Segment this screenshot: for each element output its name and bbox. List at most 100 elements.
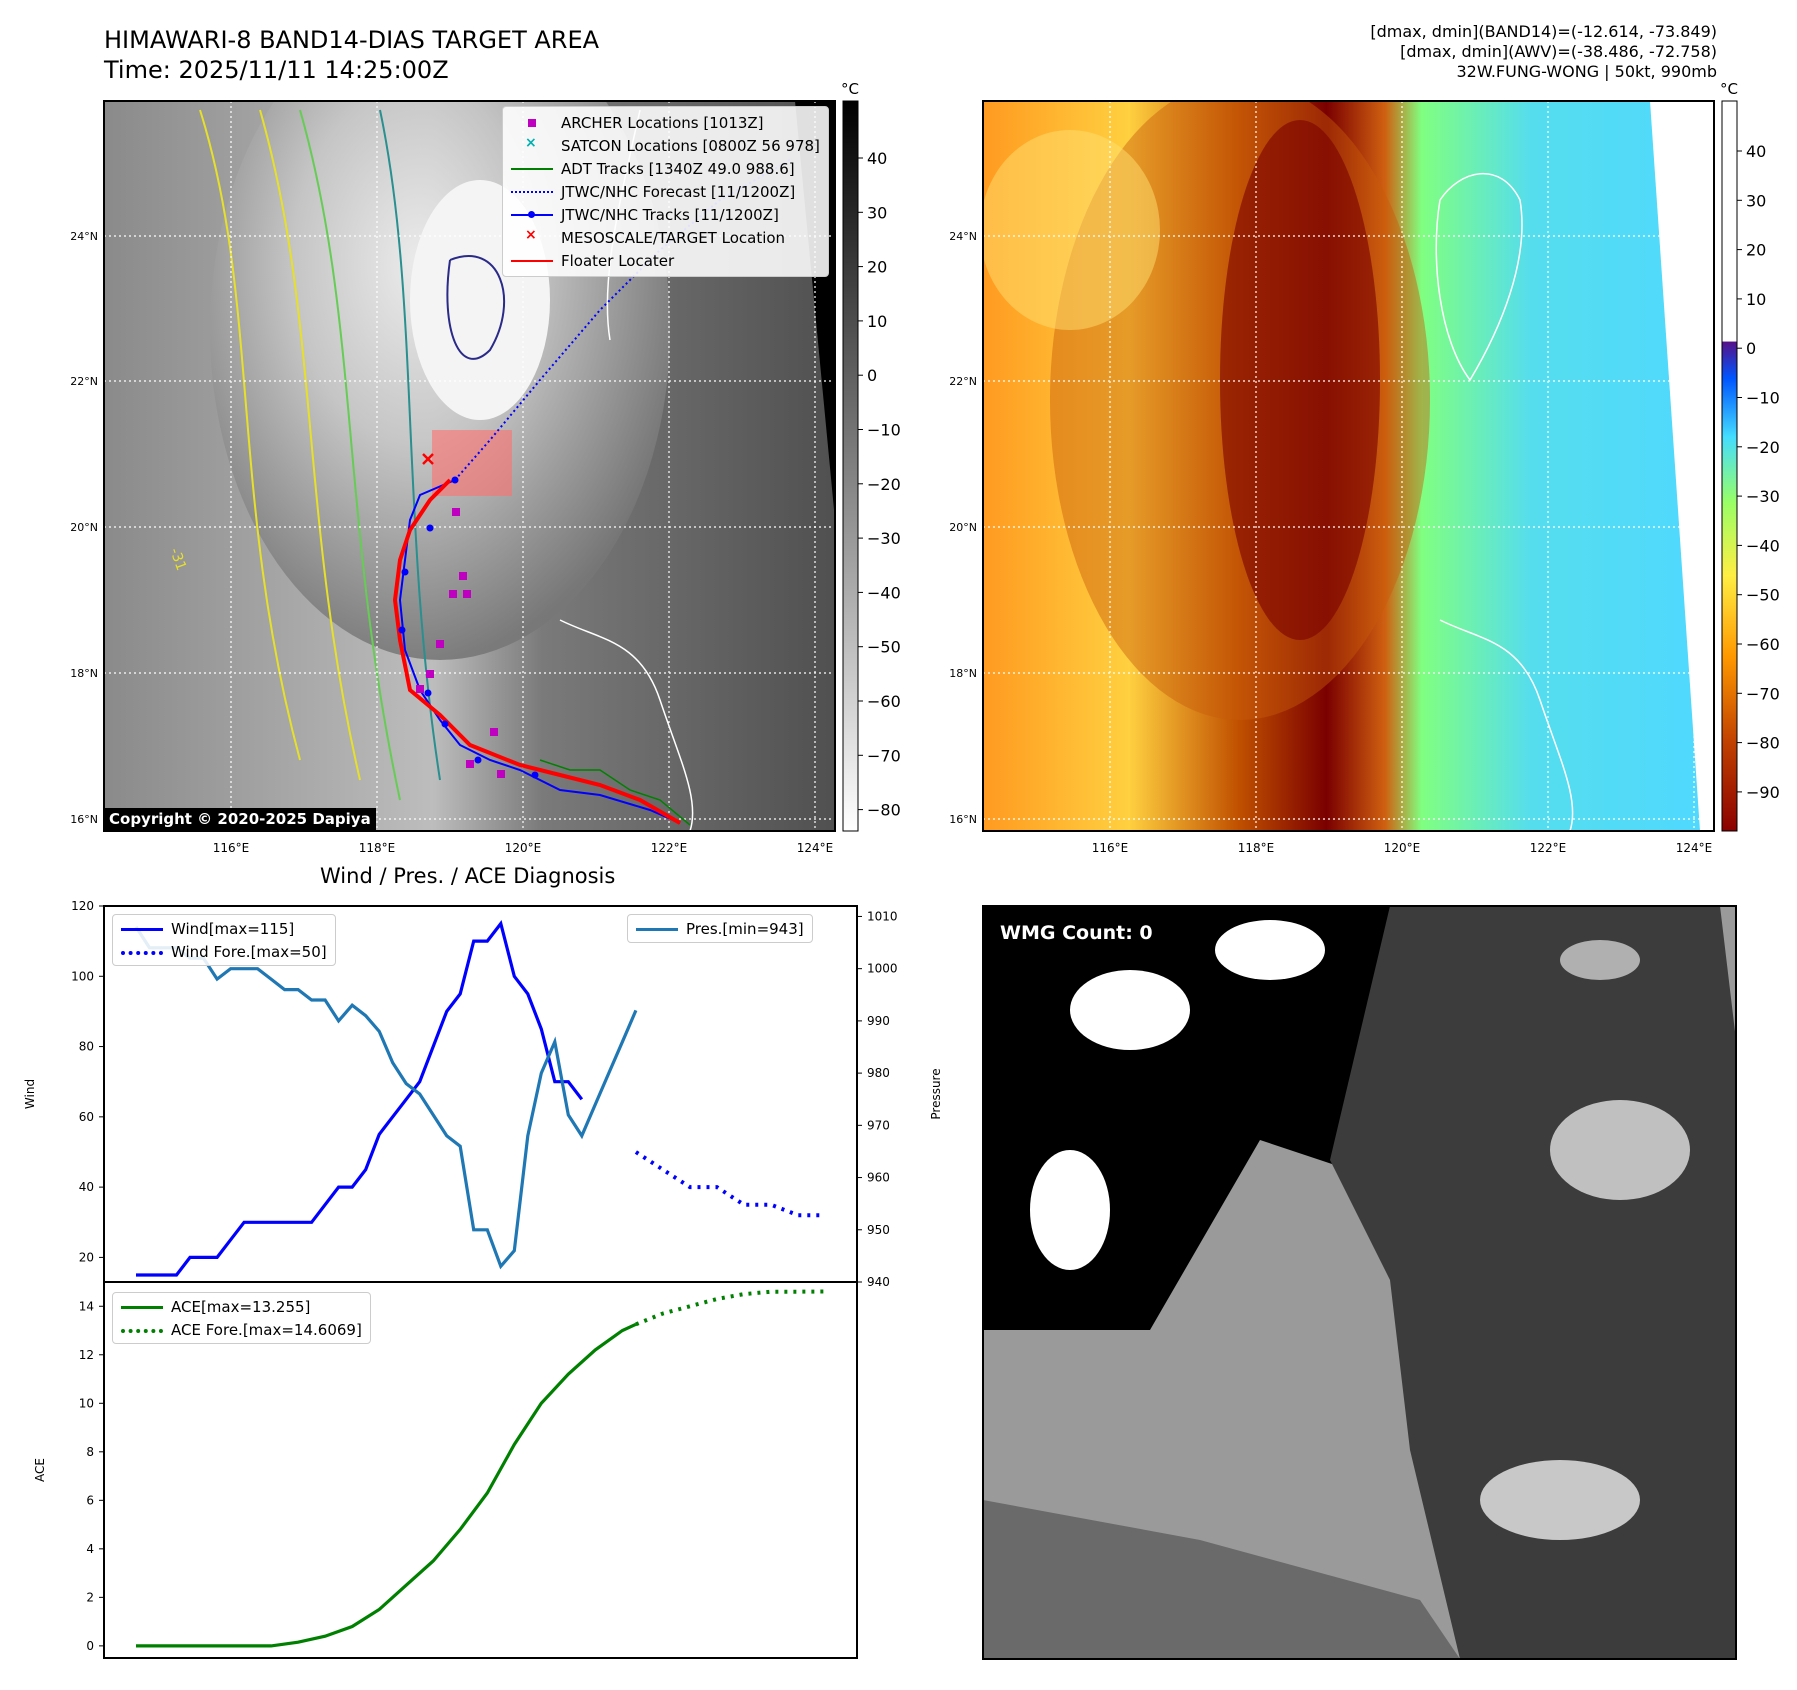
contour-label: -31 (166, 546, 189, 573)
legend-symbol-square (511, 116, 553, 130)
colorbar-tick-label: −30 (867, 529, 901, 548)
pres-legend-label: Pres.[min=943] (686, 919, 804, 938)
ir-lon-tick: 116°E (213, 841, 250, 855)
figure-time: Time: 2025/11/11 14:25:00Z (104, 56, 449, 84)
y-tick-label: 20 (79, 1250, 94, 1264)
y-tick-label: 100 (71, 969, 94, 983)
ace-axis: 0 2 4 6 8 10 12 14 (79, 1299, 104, 1653)
ace-ylabel: ACE (33, 1458, 47, 1482)
ir-lon-tick: 122°E (651, 841, 688, 855)
y-tick-label: 940 (867, 1275, 890, 1289)
colorbar-tick-label: 40 (1746, 142, 1766, 161)
legend-entry: × MESOSCALE/TARGET Location (511, 226, 820, 249)
awv-lat-tick: 22°N (949, 375, 977, 388)
ir-lon-tick: 120°E (505, 841, 542, 855)
wind-fore-legend-label: Wind Fore.[max=50] (171, 942, 327, 961)
wmg-count-label: WMG Count: 0 (994, 920, 1159, 946)
ir-lon-tick: 118°E (359, 841, 396, 855)
ace-fore-legend-swatch (121, 1323, 163, 1337)
ir-colorbar (842, 100, 859, 832)
map-axis-ticks: 24°N 24°N 22°N 22°N 20°N 20°N 18°N 18°N 16°N 16°N… (70, 230, 1712, 855)
colorbar-tick-label: 10 (1746, 290, 1766, 309)
colorbar-tick-label: −80 (1746, 734, 1780, 753)
colorbar-tick-label: −50 (867, 638, 901, 657)
y-tick-label: 970 (867, 1118, 890, 1132)
legend-label: ARCHER Locations [1013Z] (561, 113, 764, 132)
awv-lon-tick: 124°E (1676, 841, 1713, 855)
legend-entry: × SATCON Locations [0800Z 56 978] (511, 134, 820, 157)
ir-lat-tick: 20°N (70, 521, 98, 534)
awv-lon-tick: 122°E (1530, 841, 1567, 855)
legend-label: SATCON Locations [0800Z 56 978] (561, 136, 820, 155)
awv-lon-tick: 116°E (1092, 841, 1129, 855)
legend-symbol-line-dot (511, 208, 553, 222)
ace-legend-label: ACE[max=13.255] (171, 1297, 311, 1316)
series-line (136, 1322, 637, 1648)
ir-map-legend: ARCHER Locations [1013Z] × SATCON Location… (502, 106, 829, 277)
colorbar-tick-label: −10 (1746, 389, 1780, 408)
y-tick-label: 1000 (867, 962, 898, 976)
colorbar-tick-label: −90 (1746, 783, 1780, 802)
y-tick-label: 40 (79, 1180, 94, 1194)
legend-label: ADT Tracks [1340Z 49.0 988.6] (561, 159, 795, 178)
dmax-dmin-info: [dmax, dmin](BAND14)=(-12.614, -73.849) … (1370, 22, 1717, 82)
colorbar-tick-label: −40 (867, 583, 901, 602)
y-tick-label: 2 (86, 1590, 94, 1604)
ir-colorbar-ticks: 40 30 20 10 0 −10 −20 −30 −40 −50 −60 −70 −80 (858, 149, 901, 820)
y-tick-label: 60 (79, 1110, 94, 1124)
awv-lat-tick: 18°N (949, 667, 977, 680)
colorbar-tick-label: 20 (1746, 241, 1766, 260)
awv-lat-tick: 16°N (949, 813, 977, 826)
y-tick-label: 80 (79, 1040, 94, 1054)
awv-lat-tick: 20°N (949, 521, 977, 534)
colorbar-tick-label: −50 (1746, 586, 1780, 605)
legend-label: Floater Locater (561, 251, 675, 270)
colorbar-tick-label: 20 (867, 258, 887, 277)
ace-fore-legend-label: ACE Fore.[max=14.6069] (171, 1320, 362, 1339)
colorbar-tick-label: −80 (867, 801, 901, 820)
ir-lat-tick: 24°N (70, 230, 98, 243)
colorbar-tick-label: 40 (867, 149, 887, 168)
pres-axis: 940 950 960 970 980 990 1000 1010 (857, 909, 898, 1289)
series-line (136, 920, 584, 1277)
y-tick-label: 6 (86, 1493, 94, 1507)
diagnosis-title: Wind / Pres. / ACE Diagnosis (320, 864, 616, 888)
pres-series (134, 926, 638, 1270)
figure-title: HIMAWARI-8 BAND14-DIAS TARGET AREA (104, 26, 600, 54)
y-tick-label: 950 (867, 1223, 890, 1237)
colorbar-tick-label: −70 (1746, 684, 1780, 703)
series-line (635, 1289, 826, 1327)
wind-fore-legend-swatch (121, 945, 163, 959)
awv-lat-tick: 24°N (949, 230, 977, 243)
colorbar-tick-label: 0 (1746, 339, 1756, 358)
ir-lat-tick: 22°N (70, 375, 98, 388)
legend-label: JTWC/NHC Tracks [11/1200Z] (561, 205, 779, 224)
colorbar-tick-label: −20 (867, 475, 901, 494)
info-awv: [dmax, dmin](AWV)=(-38.486, -72.758) (1400, 42, 1717, 61)
series-line (134, 926, 638, 1270)
legend-entry: Floater Locater (511, 249, 820, 272)
colorbar-tick-label: −40 (1746, 536, 1780, 555)
wind-legend-swatch (121, 922, 163, 936)
legend-label: JTWC/NHC Forecast [11/1200Z] (561, 182, 796, 201)
legend-entry: JTWC/NHC Tracks [11/1200Z] (511, 203, 820, 226)
legend-symbol-line (511, 162, 553, 176)
ir-colorbar-unit: °C (841, 80, 859, 98)
legend-symbol-x: × (525, 226, 537, 243)
wind-axis: 20 40 60 80 100 120 (71, 899, 104, 1264)
y-tick-label: 0 (86, 1639, 94, 1653)
colorbar-tick-label: 30 (867, 203, 887, 222)
colorbar-tick-label: −60 (1746, 635, 1780, 654)
y-tick-label: 960 (867, 1171, 890, 1185)
y-tick-label: 14 (79, 1299, 94, 1313)
ir-lat-tick: 18°N (70, 667, 98, 680)
pressure-ylabel: Pressure (929, 1068, 943, 1119)
y-tick-label: 1010 (867, 909, 898, 923)
colorbar-tick-label: −30 (1746, 487, 1780, 506)
legend-symbol-x: × (525, 134, 537, 151)
ace-legend: ACE[max=13.255] ACE Fore.[max=14.6069] (112, 1292, 371, 1344)
y-tick-label: 980 (867, 1066, 890, 1080)
ir-lat-tick: 16°N (70, 813, 98, 826)
pres-legend-swatch (636, 922, 678, 936)
